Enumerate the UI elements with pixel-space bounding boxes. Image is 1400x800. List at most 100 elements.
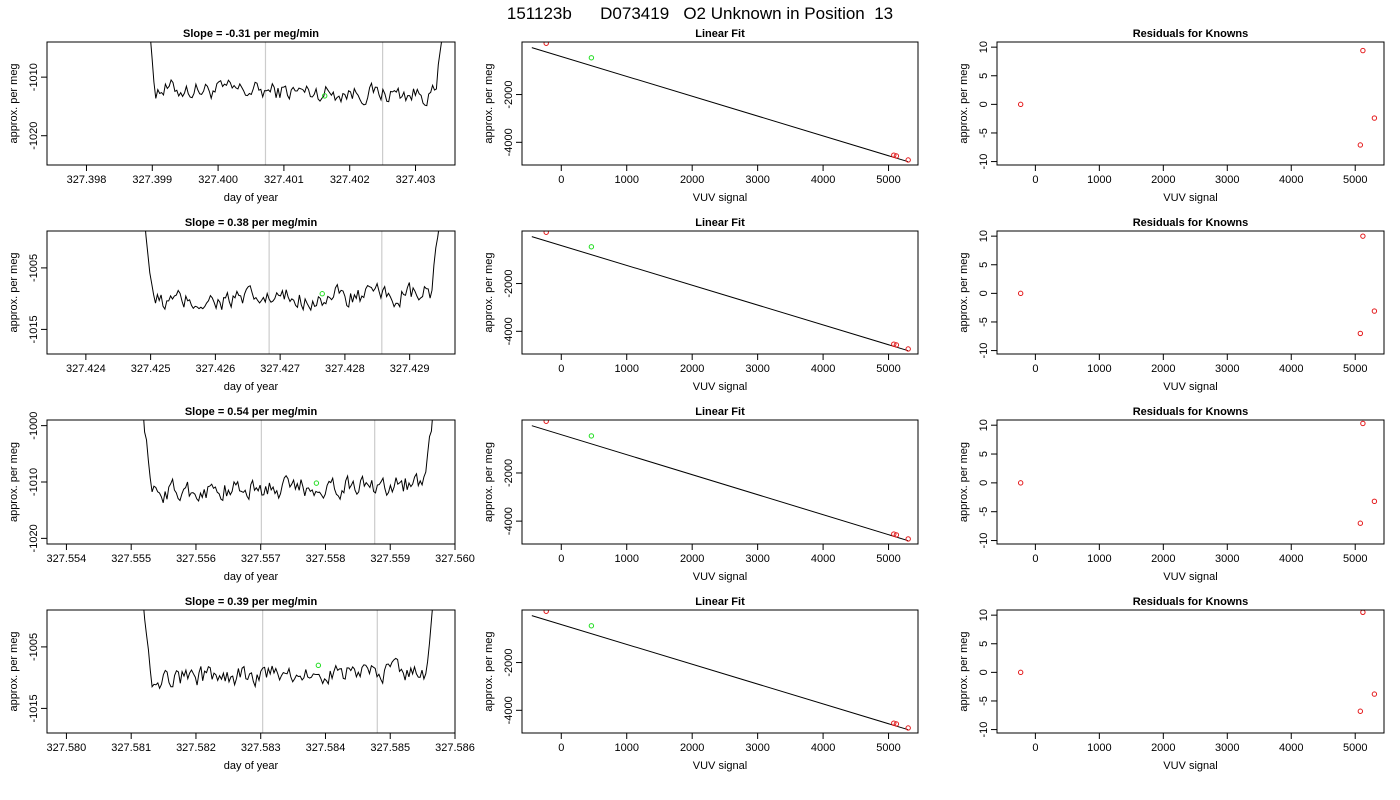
x-tick-label: 327.582 xyxy=(176,742,216,754)
y-axis-label: approx. per meg xyxy=(483,631,495,711)
known-point-1 xyxy=(543,42,549,46)
x-tick-label: 5000 xyxy=(876,174,900,186)
x-axis-label: day of year xyxy=(224,381,279,393)
known-point-2 xyxy=(891,531,897,537)
x-tick-label: 2000 xyxy=(680,363,704,375)
plot-area xyxy=(1017,420,1378,526)
y-tick-label: -10 xyxy=(978,343,990,359)
plot-frame xyxy=(521,230,919,355)
y-tick-label: -5 xyxy=(978,507,990,517)
x-tick-label: 3000 xyxy=(745,553,769,565)
plot-frame xyxy=(996,41,1385,166)
known-point-3 xyxy=(893,342,900,348)
x-tick-label: 0 xyxy=(1032,174,1038,186)
y-tick-label: 10 xyxy=(978,230,990,242)
known-point-1 xyxy=(1017,669,1024,676)
x-tick-label: 2000 xyxy=(680,174,704,186)
x-tick-label: 4000 xyxy=(811,553,835,565)
x-tick-label: 327.427 xyxy=(260,363,300,375)
panel-r3-linear-fit: Linear Fit 0 1000 2000 3000 4000 5000 VUV signa… xyxy=(483,406,919,583)
y-tick-label: -4000 xyxy=(503,696,515,724)
panel-r3-trace: Slope = 0.54 per meg/min 327.554 327.555 32… xyxy=(8,406,475,583)
y-tick-label: -4000 xyxy=(503,128,515,156)
panel-title: Linear Fit xyxy=(695,406,745,418)
y-tick-label: 5 xyxy=(978,451,990,457)
x-axis-label: day of year xyxy=(224,760,279,772)
known-point-3 xyxy=(893,721,900,727)
y-tick-label: 10 xyxy=(978,609,990,621)
plot-frame xyxy=(46,230,456,355)
x-tick-label: 327.398 xyxy=(67,174,107,186)
y-tick-label: 0 xyxy=(978,480,990,486)
x-tick-label: 4000 xyxy=(1279,363,1303,375)
plot-area xyxy=(150,42,443,165)
panel-r2-linear-fit: Linear Fit 0 1000 2000 3000 4000 5000 VUV signa… xyxy=(483,217,919,393)
x-tick-label: 1000 xyxy=(1087,363,1111,375)
known-point-3 xyxy=(893,153,900,159)
analyser-trace xyxy=(145,231,440,312)
y-tick-label: -5 xyxy=(978,128,990,138)
y-tick-label: -4000 xyxy=(503,317,515,345)
y-tick-label: -2000 xyxy=(503,80,515,108)
x-tick-label: 2000 xyxy=(1151,174,1175,186)
x-tick-label: 327.429 xyxy=(390,363,430,375)
y-tick-label: -4000 xyxy=(503,507,515,535)
known-point-4 xyxy=(905,536,911,542)
x-tick-label: 1000 xyxy=(1087,742,1111,754)
x-tick-label: 1000 xyxy=(614,363,638,375)
x-tick-label: 327.426 xyxy=(195,363,235,375)
known-point-4 xyxy=(905,157,911,163)
plot-frame xyxy=(521,41,919,166)
y-axis-label: approx. per meg xyxy=(958,442,970,522)
panel-title: Residuals for Knowns xyxy=(1133,28,1249,40)
y-tick-label: -1020 xyxy=(28,524,40,552)
x-tick-label: 327.424 xyxy=(66,363,106,375)
unknown-mean-point xyxy=(313,480,320,486)
y-tick-label: -2000 xyxy=(503,459,515,487)
y-axis-label: approx. per meg xyxy=(483,442,495,522)
y-tick-label: -1005 xyxy=(28,633,40,661)
x-tick-label: 327.402 xyxy=(330,174,370,186)
plot-frame xyxy=(46,609,456,734)
plot-frame xyxy=(521,419,919,545)
analyser-trace xyxy=(150,42,443,107)
x-tick-label: 5000 xyxy=(1343,363,1367,375)
x-axis-label: VUV signal xyxy=(693,760,747,772)
unknown-point-1 xyxy=(588,244,595,250)
analyser-trace xyxy=(143,420,433,503)
y-tick-label: -1000 xyxy=(28,412,40,440)
y-tick-label: 0 xyxy=(978,669,990,675)
x-tick-label: 3000 xyxy=(745,363,769,375)
unknown-point-1 xyxy=(588,623,595,629)
x-tick-label: 2000 xyxy=(1151,742,1175,754)
x-axis-label: VUV signal xyxy=(693,192,747,204)
panel-r4-trace: Slope = 0.39 per meg/min 327.580 327.581 32… xyxy=(8,596,475,772)
y-tick-label: 0 xyxy=(978,290,990,296)
plot-area xyxy=(531,42,911,163)
known-point-2 xyxy=(1357,708,1364,714)
x-tick-label: 4000 xyxy=(811,174,835,186)
x-tick-label: 5000 xyxy=(876,742,900,754)
known-point-3 xyxy=(1360,47,1366,54)
analyser-trace xyxy=(143,610,433,690)
plot-frame xyxy=(996,230,1385,355)
x-tick-label: 0 xyxy=(558,174,564,186)
y-tick-label: -5 xyxy=(978,317,990,327)
known-point-2 xyxy=(1357,330,1364,337)
panel-title: Slope = -0.31 per meg/min xyxy=(183,28,319,40)
known-point-4 xyxy=(1371,115,1378,121)
plot-area xyxy=(145,231,440,354)
x-tick-label: 3000 xyxy=(1215,553,1239,565)
x-tick-label: 3000 xyxy=(1215,363,1239,375)
unknown-mean-point xyxy=(315,662,322,669)
y-tick-label: -2000 xyxy=(503,648,515,676)
x-tick-label: 327.556 xyxy=(176,553,216,565)
y-tick-label: -1005 xyxy=(28,254,40,282)
known-point-4 xyxy=(1371,691,1378,697)
known-point-1 xyxy=(543,610,549,614)
x-tick-label: 327.555 xyxy=(111,553,151,565)
plot-frame xyxy=(46,419,456,545)
y-tick-label: -1015 xyxy=(28,694,40,722)
x-tick-label: 4000 xyxy=(1279,174,1303,186)
known-point-2 xyxy=(1357,520,1364,526)
